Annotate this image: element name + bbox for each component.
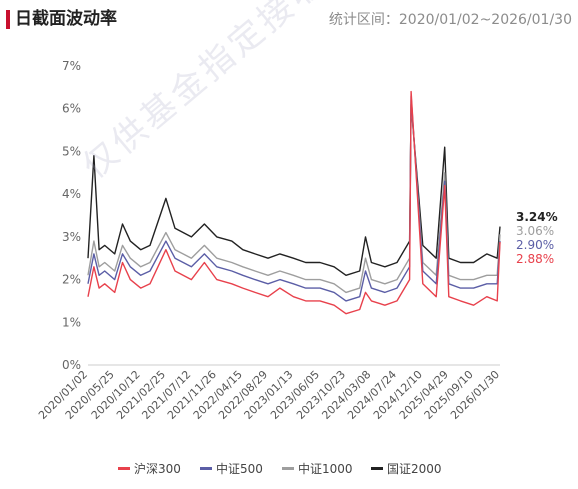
date-range-value: 2020/01/02~2026/01/30: [398, 12, 572, 28]
end-value-label: 3.24%: [516, 210, 558, 224]
date-range: 统计区间：2020/01/02~2026/01/30: [329, 10, 572, 30]
chart-title: 日截面波动率: [15, 9, 117, 29]
end-value-label: 2.88%: [516, 252, 554, 266]
y-tick-label: 3%: [62, 230, 81, 244]
legend-label: 中证500: [216, 461, 263, 476]
y-tick-label: 7%: [62, 59, 81, 73]
end-value-label: 2.90%: [516, 238, 554, 252]
legend-swatch: [371, 467, 383, 470]
legend-swatch: [200, 467, 212, 470]
y-tick-label: 4%: [62, 187, 81, 201]
y-tick-label: 0%: [62, 358, 81, 372]
date-range-prefix: 统计区间：: [328, 12, 399, 28]
legend-label: 中证1000: [298, 461, 353, 476]
y-tick-label: 2%: [62, 273, 81, 287]
y-tick-label: 6%: [62, 102, 81, 116]
legend-swatch: [118, 467, 130, 470]
legend-swatch: [282, 467, 294, 470]
y-tick-label: 5%: [62, 144, 81, 158]
legend-label: 国证2000: [387, 462, 442, 476]
series-line-中证1000: [87, 99, 501, 294]
title-accent-bar: [6, 10, 10, 29]
chart-header: 日截面波动率 统计区间：2020/01/02~2026/01/30: [0, 0, 578, 40]
series-line-国证2000: [87, 103, 501, 276]
legend-label: 沪深300: [134, 462, 181, 476]
series-line-沪深300: [87, 90, 501, 315]
end-value-label: 3.06%: [516, 224, 554, 238]
y-tick-label: 1%: [62, 315, 81, 329]
